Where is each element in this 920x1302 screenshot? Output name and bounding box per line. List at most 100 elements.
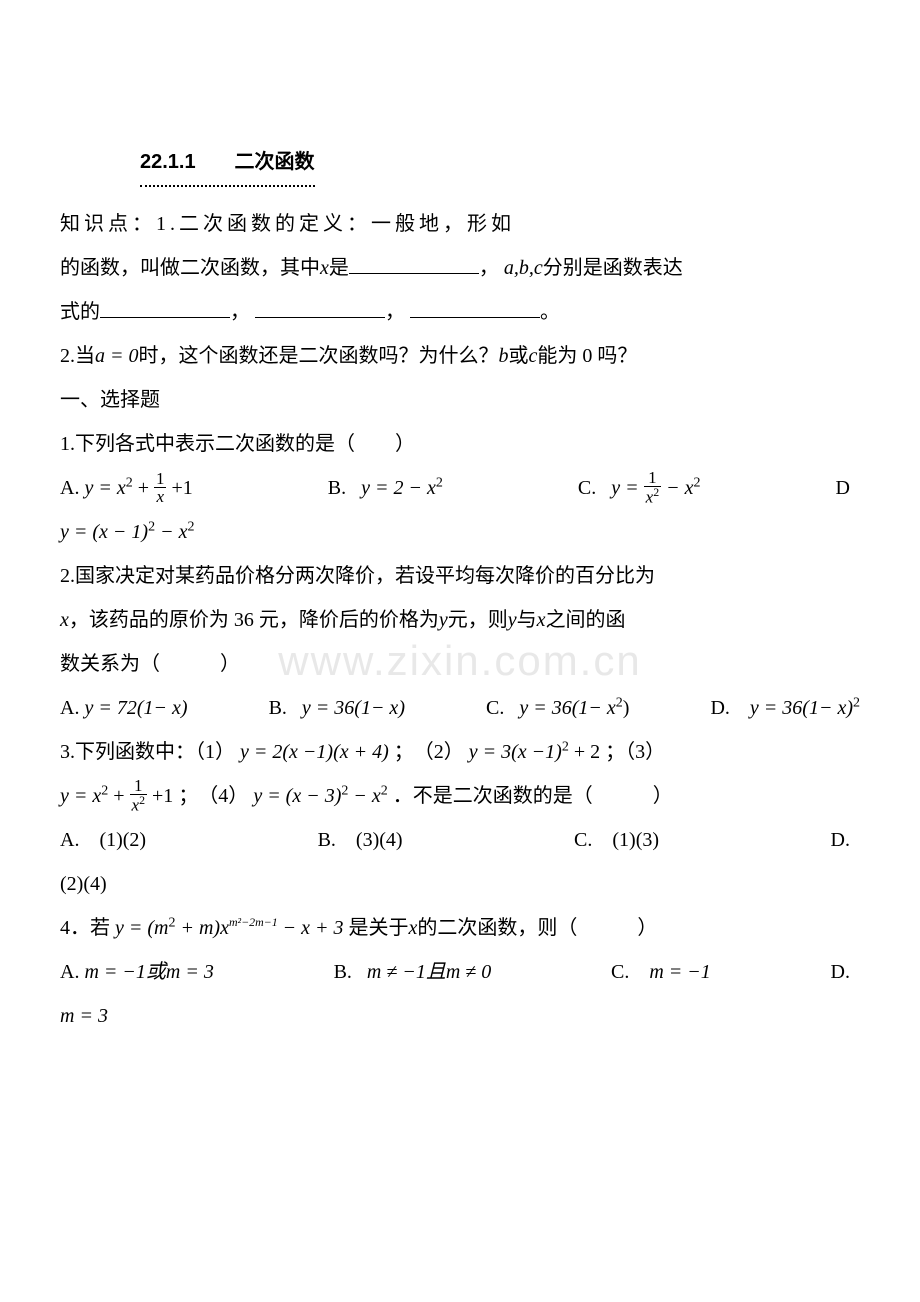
q1-optA: A. y = x2 + 1x +1: [60, 466, 193, 510]
blank: [100, 295, 230, 318]
math: +: [138, 477, 149, 499]
section-header: 22.1.1 二次函数: [140, 140, 860, 187]
text: ； （2）: [394, 741, 464, 763]
den: x: [154, 487, 167, 505]
text: 分别是函数表达: [543, 257, 683, 279]
section-title: 二次函数: [235, 151, 315, 173]
q4-optD-label: D.: [831, 950, 860, 994]
knowledge-line3: 式的， ， 。: [60, 290, 860, 334]
math: y = 36(1− x): [302, 697, 405, 719]
knowledge-line1: 知识点：1.二次函数的定义：一般地，形如: [60, 202, 860, 246]
text: 是: [329, 257, 349, 279]
math: y = x: [84, 477, 125, 499]
math: y = 36(1− x): [750, 697, 853, 719]
q1-optC: C. y = 1x2 − x2: [578, 466, 701, 510]
var-x: x: [320, 257, 329, 279]
q4-optD: m = 3: [60, 994, 860, 1038]
text: 或: [509, 345, 529, 367]
math: m = −1: [649, 961, 710, 983]
var-x: x: [60, 609, 69, 631]
q1-stem: 1.下列各式中表示二次函数的是（ ）: [60, 422, 860, 466]
math: y = (m: [115, 917, 168, 939]
text: 与: [517, 609, 537, 631]
q3-optC: C. (1)(3): [574, 818, 659, 862]
math: y = 2(x −1)(x + 4): [240, 741, 389, 763]
sup: 2: [853, 695, 860, 710]
math: m = −1或m = 3: [84, 961, 213, 983]
label: B.: [269, 697, 287, 719]
var-x: x: [537, 609, 546, 631]
q3-optB: B. (3)(4): [318, 818, 403, 862]
text: 时，这个函数还是二次函数吗？为什么？: [139, 345, 499, 367]
section1-title: 一、选择题: [60, 378, 860, 422]
text: 2.当: [60, 345, 95, 367]
sup: 2: [694, 475, 701, 490]
text: ，: [230, 301, 250, 323]
text: ，: [385, 301, 405, 323]
math: − x: [348, 785, 380, 807]
text: 元，则: [448, 609, 508, 631]
math: +1: [152, 785, 173, 807]
text: 4．若: [60, 917, 110, 939]
section-number: 22.1.1: [140, 151, 196, 173]
label: C.: [611, 961, 629, 983]
q3-optD-label: D.: [831, 818, 860, 862]
q4-stem: 4．若 y = (m2 + m)xm²−2m−1 − x + 3 是关于x的二次…: [60, 906, 860, 950]
text: ；（3）: [605, 741, 665, 763]
q2-optD: D. y = 36(1− x)2: [710, 686, 860, 730]
math: + m)x: [180, 917, 228, 939]
blank: [349, 251, 479, 274]
var-y: y: [508, 609, 517, 631]
q3-line2: y = x2 + 1x2 +1 ； （4） y = (x − 3)2 − x2 …: [60, 774, 860, 818]
label: B.: [328, 477, 346, 499]
label: C.: [486, 697, 504, 719]
q2-stem1: 2.国家决定对某药品价格分两次降价，若设平均每次降价的百分比为: [60, 554, 860, 598]
knowledge-point2: 2.当a = 0时，这个函数还是二次函数吗？为什么？b或c能为 0 吗？: [60, 334, 860, 378]
sup: 2: [653, 485, 659, 499]
math: y = 36(1− x: [519, 697, 615, 719]
math: y = 72(1− x): [84, 697, 187, 719]
text: ，: [479, 257, 499, 279]
sup: 2: [101, 783, 108, 798]
num: 1: [644, 469, 662, 486]
sup: 2: [616, 695, 623, 710]
q3-optA: A. (1)(2): [60, 818, 146, 862]
q4-optA: A. m = −1或m = 3: [60, 950, 214, 994]
den: x: [132, 796, 140, 815]
q2-optB: B. y = 36(1− x): [269, 686, 405, 730]
sup: 2: [381, 783, 388, 798]
math: y = (x − 3): [253, 785, 341, 807]
math: + 2: [574, 741, 600, 763]
q2-optC: C. y = 36(1− x2): [486, 686, 629, 730]
q2-stem3: 数关系为（ ）: [60, 642, 860, 686]
math: y =: [611, 477, 638, 499]
knowledge-line2: 的函数，叫做二次函数，其中x是， a,b,c分别是函数表达: [60, 246, 860, 290]
text: 之间的函: [546, 609, 626, 631]
math: +: [113, 785, 124, 807]
num: 1: [154, 470, 167, 487]
label: C.: [578, 477, 596, 499]
math: ): [623, 697, 630, 719]
text: 3.下列函数中：（1）: [60, 741, 235, 763]
q3-line1: 3.下列函数中：（1） y = 2(x −1)(x + 4) ； （2） y =…: [60, 730, 860, 774]
label: B.: [334, 961, 352, 983]
sup: 2: [436, 475, 443, 490]
math: − x: [666, 477, 693, 499]
sup: 2: [139, 793, 145, 807]
q3-optD: (2)(4): [60, 862, 860, 906]
math: y = x: [60, 785, 101, 807]
math: +1: [171, 477, 192, 499]
q2-options: A. y = 72(1− x) B. y = 36(1− x) C. y = 3…: [60, 686, 860, 730]
label: A.: [60, 961, 79, 983]
math: − x: [155, 521, 187, 543]
sup: 2: [187, 519, 194, 534]
math: − x + 3: [283, 917, 344, 939]
text: 式的: [60, 301, 100, 323]
math: y = 3(x −1): [469, 741, 562, 763]
var-abc: a,b,c: [504, 257, 543, 279]
var-y: y: [439, 609, 448, 631]
q4-options: A. m = −1或m = 3 B. m ≠ −1且m ≠ 0 C. m = −…: [60, 950, 860, 994]
math: m ≠ −1且m ≠ 0: [367, 961, 491, 983]
q2-stem2: x，该药品的原价为 36 元，降价后的价格为y元，则y与x之间的函: [60, 598, 860, 642]
q1-optB: B. y = 2 − x2: [328, 466, 443, 510]
